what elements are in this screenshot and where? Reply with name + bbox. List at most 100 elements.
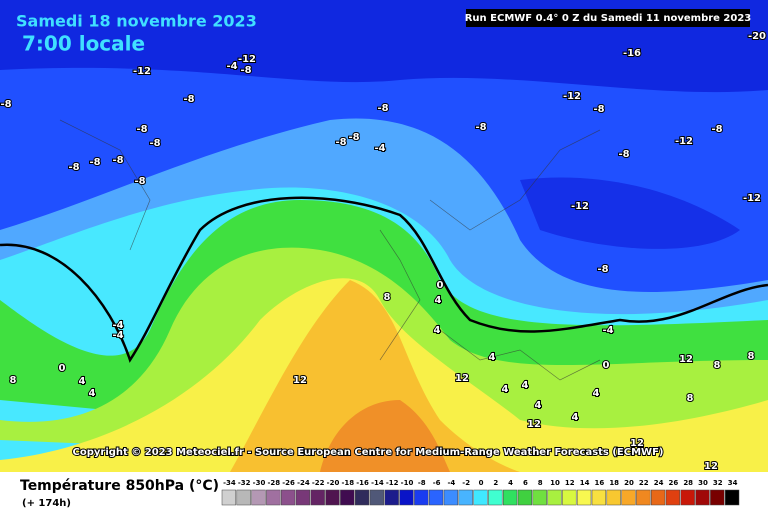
contour-label: 4	[435, 295, 442, 306]
colorbar-cell	[340, 489, 355, 506]
contour-label: -8	[68, 162, 79, 173]
colorbar-tick-label: 22	[639, 479, 649, 487]
colorbar-tick-label: 2	[493, 479, 498, 487]
colorbar-tick-label: -34	[223, 479, 236, 487]
contour-label: 4	[79, 376, 86, 387]
contour-label: -12	[675, 136, 693, 147]
colorbar-tick-label: 6	[523, 479, 528, 487]
contour-label: -4	[112, 320, 123, 331]
contour-label: -12	[563, 91, 581, 102]
contour-label: -12	[571, 201, 589, 212]
colorbar-cell	[636, 489, 651, 506]
colorbar-tick-label: 26	[669, 479, 679, 487]
colorbar-cell	[414, 489, 429, 506]
colorbar-cell	[399, 489, 414, 506]
colorbar-cell	[547, 489, 562, 506]
colorbar-tick-label: 34	[728, 479, 738, 487]
contour-label: -8	[183, 94, 194, 105]
colorbar: -34 -32 -30 -28 -26 -24 -22 -20 -18 -16 -14 -12 -10-…	[221, 479, 740, 506]
contour-label: 4	[535, 400, 542, 411]
contour-labels: -12 -4-12-8-8 -8-8-12-8-16-20-8 -8-12-8-8-8…	[0, 30, 767, 473]
contour-label: 4	[489, 352, 496, 363]
contour-label: -12	[238, 54, 256, 65]
contour-label: -8	[134, 176, 145, 187]
colorbar-cell	[354, 489, 370, 506]
colorbar-cell	[650, 489, 666, 506]
contour-label: 0	[59, 363, 66, 374]
colorbar-tick-label: 20	[624, 479, 634, 487]
colorbar-tick-label: -24	[297, 479, 310, 487]
colorbar-tick-label: -4	[448, 479, 456, 487]
contour-label: -8	[112, 155, 123, 166]
colorbar-tick-label: 30	[698, 479, 708, 487]
map-date: Samedi 18 novembre 2023	[16, 12, 257, 31]
contour-label: -8	[593, 104, 604, 115]
colorbar-cell	[443, 489, 459, 506]
colorbar-tick-label: 10	[550, 479, 560, 487]
colorbar-cell	[532, 489, 547, 506]
colorbar-cell	[295, 489, 311, 506]
colorbar-cell	[251, 489, 266, 506]
contour-label: 12	[527, 419, 541, 430]
contour-label: 4	[89, 388, 96, 399]
run-box	[466, 9, 750, 27]
contour-label: 4	[593, 388, 600, 399]
colorbar-tick-label: 12	[565, 479, 575, 487]
colorbar-cell	[325, 489, 340, 506]
colorbar-cell	[680, 489, 695, 506]
colorbar-tick-label: 4	[508, 479, 513, 487]
contour-label: -8	[377, 103, 388, 114]
lead-time: (+ 174h)	[22, 498, 71, 509]
colorbar-tick-label: 14	[580, 479, 590, 487]
colorbar-tick-label: -26	[282, 479, 295, 487]
colorbar-cell	[576, 489, 592, 506]
colorbar-tick-label: -30	[253, 479, 266, 487]
contour-label: -8	[348, 132, 359, 143]
colorbar-cell	[695, 489, 710, 506]
colorbar-tick-label: 32	[713, 479, 723, 487]
contour-label: 12	[293, 375, 307, 386]
map-time: 7:00 locale	[22, 32, 145, 56]
map-background	[0, 0, 768, 472]
contour-label: -20	[748, 31, 766, 42]
contour-label: -8	[149, 138, 160, 149]
colorbar-cell	[458, 489, 473, 506]
colorbar-tick-label: -28	[267, 479, 280, 487]
contour-label: 8	[10, 375, 17, 386]
colorbar-cell	[665, 489, 681, 506]
colorbar-cell	[310, 489, 325, 506]
colorbar-cell	[488, 489, 503, 506]
colorbar-tick-label: 18	[609, 479, 619, 487]
colorbar-tick-label: -10	[401, 479, 414, 487]
colorbar-tick-label: -16	[356, 479, 369, 487]
colorbar-cell	[266, 489, 281, 506]
colorbar-tick-label: -8	[418, 479, 426, 487]
colorbar-cell	[369, 489, 385, 506]
colorbar-cell	[384, 489, 399, 506]
colorbar-tick-label: 28	[683, 479, 693, 487]
contour-label: 4	[572, 412, 579, 423]
contour-label: 12	[455, 373, 469, 384]
contour-label: -12	[133, 66, 151, 77]
colorbar-cell	[724, 489, 740, 506]
colorbar-cell	[517, 489, 533, 506]
colorbar-tick-label: -14	[371, 479, 384, 487]
colorbar-cell	[428, 489, 444, 506]
contour-label: 4	[434, 325, 441, 336]
contour-label: 8	[748, 351, 755, 362]
contour-label: -8	[0, 99, 11, 110]
contour-label: -4	[112, 330, 123, 341]
colorbar-cell	[591, 489, 607, 506]
contour-label: 12	[679, 354, 693, 365]
contour-label: -4	[374, 143, 385, 154]
contour-label: 8	[687, 393, 694, 404]
colorbar-tick-label: -20	[327, 479, 340, 487]
colorbar-cell	[236, 489, 251, 506]
contour-label: 12	[704, 461, 718, 472]
contour-label: -8	[89, 157, 100, 168]
contour-label: -4	[226, 61, 237, 72]
contour-label: 0	[603, 360, 610, 371]
contour-label: 4	[502, 384, 509, 395]
contour-label: 0	[437, 280, 444, 291]
